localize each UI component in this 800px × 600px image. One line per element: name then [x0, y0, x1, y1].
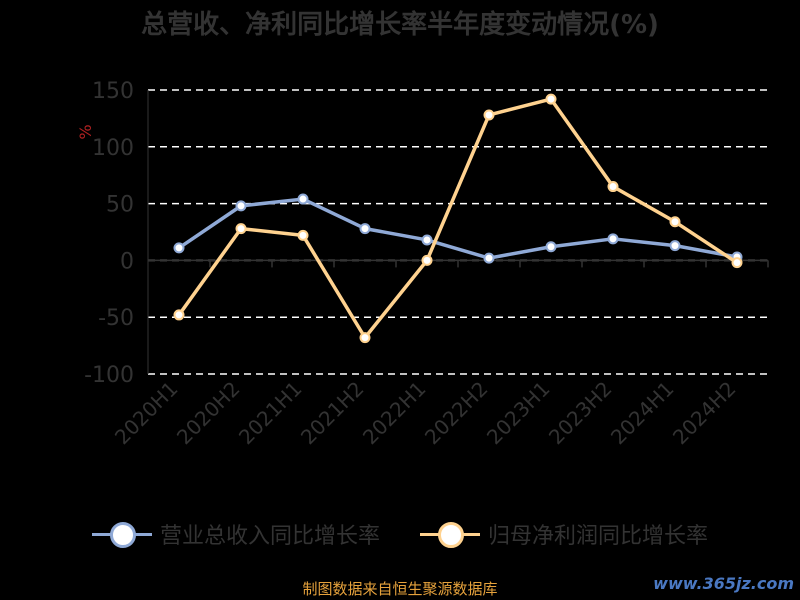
legend-marker-icon	[91, 521, 152, 548]
legend-item-2[interactable]: 归母净利润同比增长率	[420, 518, 708, 550]
x-tick-label: 2021H2	[296, 377, 369, 450]
series-1-point	[421, 234, 433, 246]
series-1-point	[297, 193, 309, 205]
y-tick-label: 0	[120, 249, 134, 274]
source-note: 制图数据来自恒生聚源数据库	[302, 580, 498, 598]
x-tick-label: 2024H2	[668, 377, 741, 450]
series-2-point	[731, 257, 743, 269]
series-1-point	[173, 242, 185, 254]
series-layer	[173, 93, 743, 344]
watermark: www.365jz.com	[653, 574, 794, 593]
series-1-point	[235, 200, 247, 212]
series-1-point	[545, 241, 557, 253]
series-line-2	[177, 97, 738, 340]
series-2-point	[173, 309, 185, 321]
y-tick-label: -50	[98, 306, 134, 331]
x-tick-label: 2021H1	[234, 377, 307, 450]
series-1-point	[669, 240, 681, 252]
series-line-1	[178, 197, 738, 260]
legend-label: 归母净利润同比增长率	[488, 524, 709, 549]
x-tick-label: 2022H1	[358, 377, 431, 450]
legend-label: 营业总收入同比增长率	[159, 524, 380, 549]
chart-title: 总营收、净利同比增长率半年度变动情况(%)	[141, 10, 659, 40]
series-2-point	[607, 181, 619, 193]
series-2-point	[545, 93, 557, 105]
y-unit-label: %	[76, 124, 95, 139]
x-tick-label: 2020H2	[172, 377, 245, 450]
series-1-point	[483, 252, 495, 264]
series-2-point	[421, 254, 433, 266]
legend: 营业总收入同比增长率 归母净利润同比增长率	[0, 518, 800, 550]
x-tick-label: 2024H1	[606, 377, 679, 450]
x-tick-label: 2023H1	[482, 377, 555, 450]
y-tick-label: 100	[92, 136, 134, 161]
x-tick-label: 2022H2	[420, 377, 493, 450]
series-2-point	[669, 216, 681, 228]
y-tick-label: 50	[106, 193, 134, 218]
series-2-point	[235, 223, 247, 235]
x-tick-label: 2023H2	[544, 377, 617, 450]
y-tick-label: 150	[92, 79, 134, 104]
y-tick-label: -100	[84, 363, 134, 388]
series-2-point	[359, 332, 371, 344]
legend-marker-icon	[420, 521, 480, 548]
series-1-point	[359, 223, 371, 235]
legend-item-1[interactable]: 营业总收入同比增长率	[91, 518, 380, 550]
series-2-point	[483, 109, 495, 121]
series-1-point	[607, 233, 619, 245]
series-2-point	[297, 229, 309, 241]
